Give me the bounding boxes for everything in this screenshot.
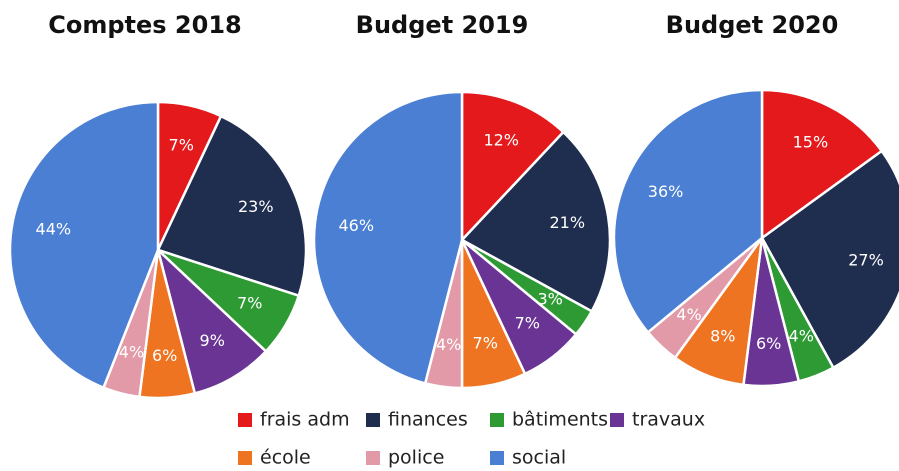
data-label: 36% — [648, 182, 684, 201]
legend-swatch — [490, 413, 504, 427]
data-label: 4% — [119, 343, 144, 362]
legend-swatch — [490, 451, 504, 465]
data-label: 8% — [710, 327, 735, 346]
pie-slice — [460, 90, 566, 244]
legend-swatch — [366, 451, 380, 465]
legend-swatch — [610, 413, 624, 427]
data-label: 15% — [793, 133, 829, 152]
data-label: 27% — [848, 251, 884, 270]
data-label: 6% — [756, 334, 781, 353]
pie-slice — [8, 100, 160, 390]
data-label: 4% — [789, 327, 814, 346]
legend-swatch — [238, 413, 252, 427]
data-label: 6% — [152, 346, 177, 365]
data-label: 12% — [483, 130, 519, 149]
pie-slice — [155, 246, 268, 395]
legend-label: bâtiments — [512, 409, 608, 431]
legend-label: social — [512, 447, 566, 469]
data-label: 21% — [549, 213, 585, 232]
data-label: 7% — [237, 294, 262, 313]
legend-label: école — [260, 447, 311, 469]
data-label: 46% — [338, 216, 374, 235]
pie-slice — [459, 130, 612, 313]
data-label: 7% — [169, 136, 194, 155]
chart-title: Budget 2020 — [666, 11, 839, 39]
legend-label: travaux — [632, 409, 705, 431]
data-label: 3% — [537, 289, 562, 308]
data-label: 4% — [676, 305, 701, 324]
chart-title: Budget 2019 — [356, 11, 529, 39]
legend-label: finances — [388, 409, 468, 431]
pie-slice — [760, 149, 899, 370]
legend-label: frais adm — [260, 409, 350, 431]
pie-slice — [612, 88, 764, 335]
data-label: 44% — [36, 220, 72, 239]
legend-swatch — [366, 413, 380, 427]
pie-slice — [312, 90, 464, 385]
data-label: 7% — [473, 333, 498, 352]
pie-slice — [760, 88, 884, 241]
chart-title: Comptes 2018 — [48, 11, 241, 39]
data-label: 23% — [238, 197, 274, 216]
legend-swatch — [238, 451, 252, 465]
data-label: 7% — [515, 314, 540, 333]
pie-slice — [156, 114, 308, 298]
legend-label: police — [388, 447, 444, 469]
data-label: 9% — [200, 331, 225, 350]
data-label: 4% — [436, 335, 461, 354]
